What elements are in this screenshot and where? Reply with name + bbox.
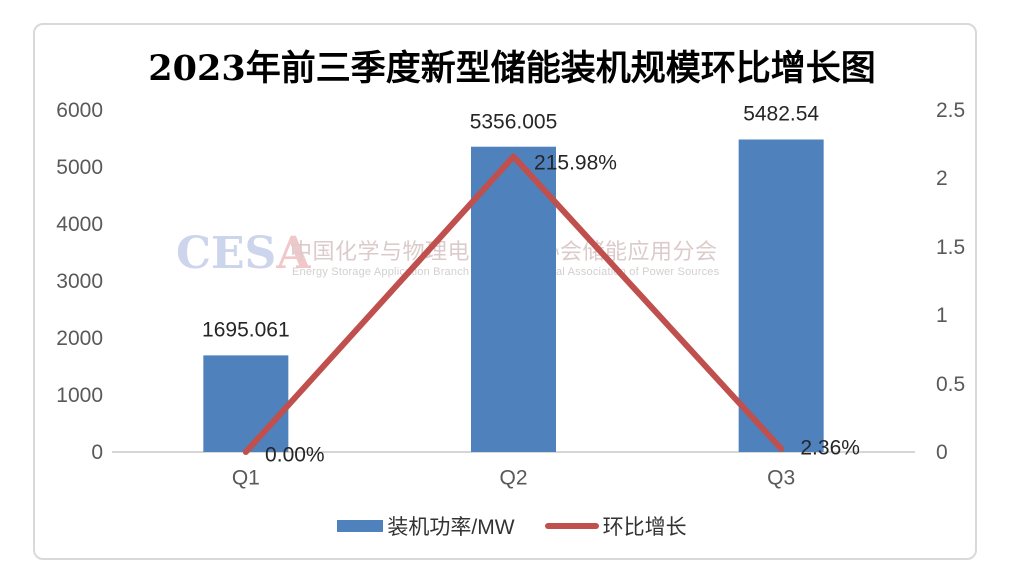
- bar-Q1: [203, 355, 289, 452]
- legend-item-bar-series: 装机功率/MW: [337, 511, 515, 541]
- bar-series-label: 装机功率/MW: [387, 516, 515, 539]
- chart-title: 2023年前三季度新型储能装机规模环比增长图: [148, 48, 876, 89]
- bar-Q3: [738, 139, 824, 452]
- legend: 装机功率/MW 环比增长: [0, 511, 1024, 541]
- growth-line: [242, 153, 785, 455]
- bar-series-swatch: [337, 520, 384, 532]
- legend-item-line-series: 环比增长: [544, 511, 687, 541]
- bar-Q2: [471, 146, 556, 453]
- line-series-label: 环比增长: [602, 516, 687, 539]
- line-series-swatch: [544, 523, 599, 529]
